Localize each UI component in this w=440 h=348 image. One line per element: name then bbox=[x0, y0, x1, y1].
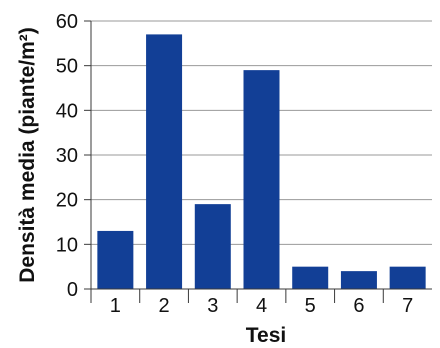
x-tick-label: 2 bbox=[159, 295, 170, 317]
bar bbox=[340, 271, 377, 289]
x-tick-label: 5 bbox=[305, 295, 316, 317]
y-tick-label: 60 bbox=[56, 11, 78, 33]
bar bbox=[243, 70, 280, 289]
axes bbox=[84, 20, 432, 303]
y-axis-title: Densità media (piante/m²) bbox=[16, 27, 39, 283]
y-tick-labels: 0 10 20 30 40 50 60 bbox=[56, 11, 78, 301]
x-tick-label: 4 bbox=[256, 295, 267, 317]
y-tick-label: 0 bbox=[67, 279, 78, 301]
x-tick-label: 1 bbox=[110, 295, 121, 317]
bar bbox=[97, 230, 134, 289]
bar bbox=[389, 266, 426, 289]
x-axis-title: Tesi bbox=[246, 324, 286, 347]
bar bbox=[194, 204, 231, 289]
bars bbox=[97, 34, 426, 290]
x-tick-label: 6 bbox=[353, 295, 364, 317]
x-tick-labels: 1 2 3 4 5 6 7 bbox=[110, 295, 413, 317]
y-tick-label: 40 bbox=[56, 100, 78, 122]
x-tick-label: 7 bbox=[402, 295, 413, 317]
y-tick-label: 10 bbox=[56, 234, 78, 256]
y-tick-label: 20 bbox=[56, 190, 78, 212]
x-tick-label: 3 bbox=[207, 295, 218, 317]
bar bbox=[146, 34, 183, 290]
y-tick-label: 50 bbox=[56, 56, 78, 78]
y-tick-label: 30 bbox=[56, 145, 78, 167]
bar bbox=[292, 266, 329, 289]
